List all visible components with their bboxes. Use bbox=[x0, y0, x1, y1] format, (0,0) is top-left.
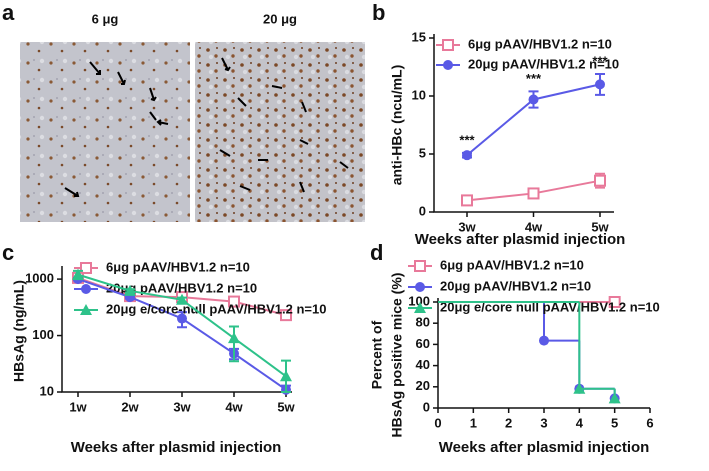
y-tick-label: 10 bbox=[40, 383, 54, 398]
legend-label: 20μg pAAV/HBV1.2 n=10 bbox=[440, 278, 591, 293]
panel-letter: d bbox=[370, 240, 383, 265]
data-point bbox=[573, 382, 586, 394]
x-axis-label: Weeks after plasmid injection bbox=[71, 439, 282, 456]
panel-letter: c bbox=[2, 240, 14, 265]
data-point bbox=[176, 293, 188, 305]
data-point bbox=[228, 295, 240, 308]
x-axis-label: Weeks after plasmid injection bbox=[415, 231, 626, 248]
data-point bbox=[527, 187, 540, 200]
data-point bbox=[608, 392, 621, 404]
arrows bbox=[64, 57, 349, 197]
data-point bbox=[462, 150, 472, 161]
annotation: *** bbox=[526, 71, 542, 86]
y-tick-label: 60 bbox=[416, 336, 430, 351]
x-tick-label: 0 bbox=[434, 415, 441, 430]
y-axis-label: HBsAg positive mice (%) bbox=[389, 273, 405, 438]
y-tick-label: 100 bbox=[32, 327, 54, 342]
legend-marker bbox=[81, 284, 91, 294]
data-point bbox=[528, 94, 539, 105]
image-label: 6 μg bbox=[92, 11, 119, 26]
legend-label: 20μg e/core null pAAV/HBV1.2 n=10 bbox=[440, 299, 660, 314]
legend-marker bbox=[443, 60, 453, 70]
data-point bbox=[280, 309, 292, 322]
panel-letter: b bbox=[372, 0, 385, 25]
data-point bbox=[608, 296, 621, 308]
x-tick-label: 1 bbox=[470, 415, 477, 430]
x-axis-label: Weeks after plasmid injection bbox=[439, 439, 650, 456]
micrograph bbox=[195, 42, 365, 222]
x-tick-label: 4w bbox=[225, 399, 243, 414]
x-tick-label: 2w bbox=[121, 399, 139, 414]
y-tick-label: 15 bbox=[412, 29, 426, 44]
y-axis-label: HBsAg (ng/mL) bbox=[11, 280, 27, 382]
y-tick-label: 100 bbox=[408, 293, 430, 308]
x-tick-label: 2 bbox=[505, 415, 512, 430]
y-tick-label: 40 bbox=[416, 357, 430, 372]
x-tick-label: 3w bbox=[173, 399, 191, 414]
data-point bbox=[280, 370, 292, 382]
legend-marker bbox=[80, 304, 92, 315]
data-point bbox=[539, 335, 549, 346]
y-axis-label: anti-HBc (ncu/mL) bbox=[389, 65, 405, 186]
legend-marker bbox=[414, 260, 426, 272]
y-tick-label: 20 bbox=[416, 378, 430, 393]
x-tick-label: 4w bbox=[525, 219, 543, 234]
annotation: *** bbox=[592, 53, 608, 68]
y-tick-label: 1000 bbox=[25, 271, 54, 286]
x-tick-label: 1w bbox=[69, 399, 87, 414]
y-tick-label: 0 bbox=[419, 203, 426, 218]
x-tick-label: 5w bbox=[591, 219, 609, 234]
x-tick-label: 5 bbox=[611, 415, 618, 430]
panel-letter: a bbox=[2, 0, 15, 25]
micrograph bbox=[20, 42, 190, 222]
y-tick-label: 10 bbox=[412, 87, 426, 102]
legend-marker bbox=[80, 262, 92, 274]
annotation: *** bbox=[459, 132, 475, 147]
x-tick-label: 6 bbox=[646, 415, 653, 430]
data-point bbox=[177, 313, 187, 324]
data-point bbox=[594, 174, 606, 187]
legend-marker bbox=[442, 39, 454, 51]
data-point bbox=[124, 284, 136, 296]
y-axis-label: Percent of bbox=[369, 320, 385, 389]
legend-marker bbox=[414, 302, 426, 313]
legend-label: 6μg pAAV/HBV1.2 n=10 bbox=[440, 257, 584, 272]
image-label: 20 μg bbox=[263, 11, 297, 26]
x-tick-label: 3w bbox=[458, 219, 476, 234]
data-point bbox=[595, 79, 605, 90]
legend-label: 20μg e/core-null pAAV/HBV1.2 n=10 bbox=[106, 301, 326, 316]
y-tick-label: 5 bbox=[419, 145, 426, 160]
x-tick-label: 3 bbox=[540, 415, 547, 430]
legend-label: 6μg pAAV/HBV1.2 n=10 bbox=[106, 259, 250, 274]
x-tick-label: 5w bbox=[277, 399, 295, 414]
legend-label: 20μg pAAV/HBV1.2 n=10 bbox=[106, 280, 257, 295]
y-tick-label: 80 bbox=[416, 315, 430, 330]
legend-marker bbox=[415, 282, 425, 292]
y-tick-label: 0 bbox=[423, 399, 430, 414]
data-point bbox=[461, 194, 473, 207]
legend-label: 6μg pAAV/HBV1.2 n=10 bbox=[468, 36, 612, 51]
data-point bbox=[228, 332, 240, 344]
x-tick-label: 4 bbox=[576, 415, 584, 430]
data-point bbox=[72, 268, 84, 280]
legend-label: 20μg pAAV/HBV1.2 n=10 bbox=[468, 56, 619, 71]
